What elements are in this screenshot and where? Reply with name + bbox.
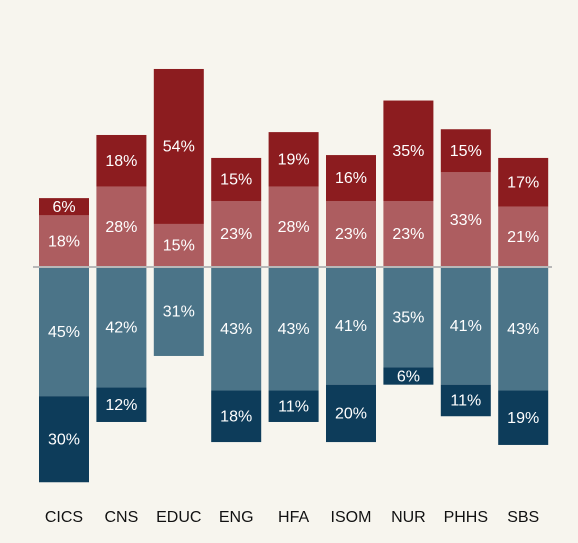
value-label: 18%	[220, 408, 252, 425]
value-label: 28%	[105, 219, 137, 236]
x-tick-label: ENG	[219, 509, 254, 526]
bar-segment	[153, 68, 204, 224]
x-tick-label: HFA	[278, 509, 309, 526]
value-label: 21%	[507, 229, 539, 246]
bar-segment	[383, 200, 434, 267]
value-label: 45%	[48, 324, 80, 341]
value-label: 31%	[163, 304, 195, 321]
value-label: 41%	[335, 318, 367, 335]
bar-segment	[268, 267, 319, 391]
value-label: 6%	[52, 199, 75, 216]
bar-segment	[440, 172, 491, 267]
value-label: 41%	[450, 318, 482, 335]
x-tick-label: EDUC	[156, 509, 201, 526]
x-tick-label: NUR	[391, 509, 426, 526]
value-label: 16%	[335, 170, 367, 187]
bar-segment	[440, 129, 491, 173]
bar-segment	[326, 155, 376, 201]
bar-segment	[440, 267, 491, 385]
value-label: 23%	[335, 226, 367, 243]
value-label: 23%	[220, 226, 252, 243]
value-label: 15%	[450, 143, 482, 160]
bar-segment	[39, 198, 89, 216]
value-label: 23%	[392, 226, 424, 243]
bar-segment	[211, 200, 262, 267]
value-label: 15%	[220, 172, 252, 189]
value-label: 42%	[105, 319, 137, 336]
value-label: 28%	[278, 219, 310, 236]
value-label: 17%	[507, 175, 539, 192]
value-label: 35%	[392, 143, 424, 160]
bar-segment	[498, 390, 549, 445]
value-label: 43%	[507, 321, 539, 338]
value-label: 18%	[48, 233, 80, 250]
bar-segment	[326, 200, 376, 267]
x-tick-label: CNS	[105, 509, 139, 526]
value-label: 20%	[335, 406, 367, 423]
value-label: 54%	[163, 139, 195, 156]
bar-segment	[268, 186, 319, 267]
bar-segment	[153, 267, 204, 356]
x-tick-label: ISOM	[331, 509, 372, 526]
bar-segment	[39, 396, 89, 483]
bar-segment	[211, 267, 262, 391]
x-tick-label: SBS	[507, 509, 539, 526]
value-label: 19%	[278, 152, 310, 169]
bar-segment	[268, 390, 319, 422]
bar-segment	[211, 157, 262, 201]
bar-segment	[268, 132, 319, 187]
bar-segment	[498, 157, 549, 207]
bar-segment	[498, 267, 549, 391]
value-label: 15%	[163, 238, 195, 255]
x-tick-label: CICS	[45, 509, 83, 526]
bar-segment	[383, 267, 434, 368]
value-label: 33%	[450, 212, 482, 229]
bar-segment	[96, 267, 147, 388]
value-label: 30%	[48, 431, 80, 448]
bar-segment	[39, 267, 89, 397]
bar-segment	[326, 384, 376, 443]
value-label: 6%	[397, 368, 420, 385]
value-label: 43%	[220, 321, 252, 338]
value-label: 12%	[105, 397, 137, 414]
bar-segment	[96, 186, 147, 267]
value-label: 35%	[392, 309, 424, 326]
bar-segment	[153, 223, 204, 267]
bar-segment	[498, 206, 549, 267]
bar-segment	[440, 384, 491, 417]
bar-segment	[39, 215, 89, 267]
bar-segment	[96, 387, 147, 422]
bar-segment	[326, 267, 376, 385]
value-label: 11%	[278, 398, 309, 415]
bar-segment	[211, 390, 262, 443]
bar-segment	[383, 367, 434, 385]
x-tick-label: PHHS	[444, 509, 488, 526]
bar-segment	[96, 134, 147, 187]
value-label: 11%	[450, 393, 481, 410]
bar-segment	[383, 100, 434, 201]
value-label: 18%	[105, 153, 137, 170]
value-label: 43%	[278, 321, 310, 338]
value-label: 19%	[507, 410, 539, 427]
